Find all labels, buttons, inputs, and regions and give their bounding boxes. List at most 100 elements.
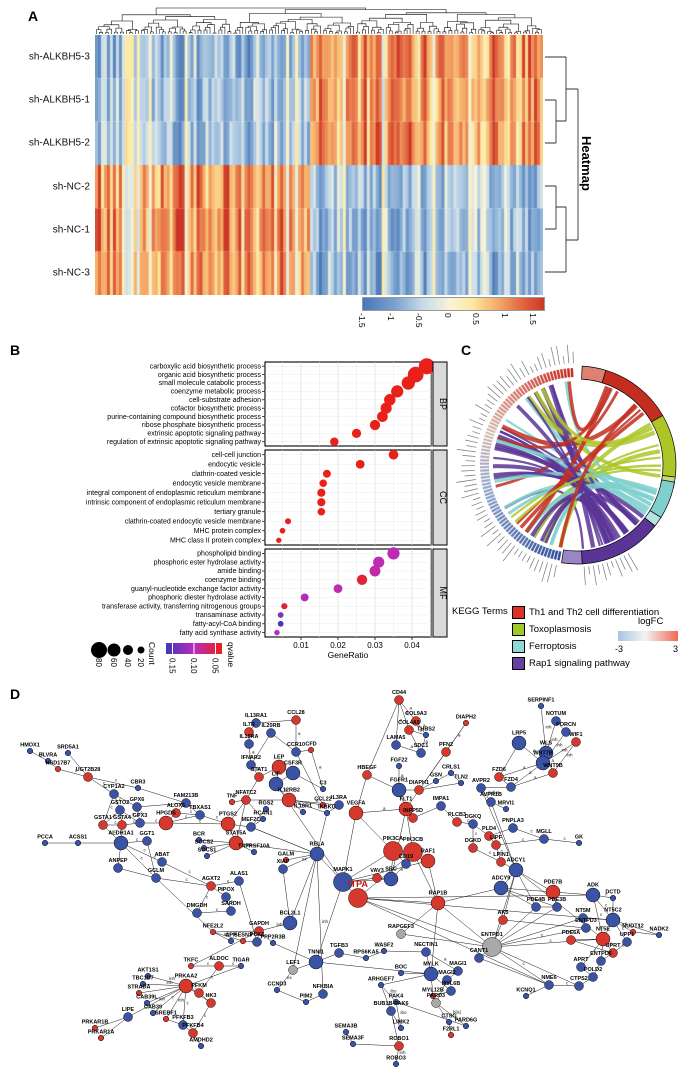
gene-node [54,765,62,773]
go-term-label: endocytic vesicle [208,461,261,468]
gene-label: CD19 [399,854,413,860]
go-term-label: phospholipid binding [197,551,261,558]
gene-node [474,953,484,963]
gene-node [502,805,510,813]
gene-label: PIK3CB [403,837,423,843]
gene-label: PARD6G [455,1018,478,1024]
gene-node [237,962,245,970]
edge-type-label: c [141,856,144,861]
gene-label: NOTUM [546,711,567,717]
gene-label: GPX3 [133,813,148,819]
gene-node [561,727,571,737]
gene-label: LAMA5 [387,735,406,741]
gene-label: PIK3CA [383,836,403,842]
heatmap-row-label: sh-ALKBH5-2 [28,137,90,149]
gene-label: SESN3 [234,933,252,939]
gene-label: GSTO2 [111,800,130,806]
go-dot [391,385,404,398]
panel-c-label: C [461,342,472,358]
gene-label: GGT1 [140,831,155,837]
gene-node [498,915,508,925]
heatmap-row-label: sh-NC-3 [52,267,90,279]
gene-node [457,779,465,787]
gene-label: GSTA4 [113,815,132,821]
chord-gene-labels [456,344,639,586]
kegg-term-label: Ferroptosis [529,641,577,652]
edge-type-label: c [221,887,224,892]
edge-type-label: c [232,961,235,966]
edge-type-label: c [467,818,470,823]
gene-label: CAB39 [144,1005,162,1011]
gene-node [149,1009,157,1017]
gene-label: WNT7B [533,751,553,757]
edge-type-label: a [257,766,260,771]
edge-type-label: c [489,850,492,855]
gene-node [432,777,440,785]
gene-node [391,782,407,798]
edge-type-label: c [172,995,175,1000]
gene-label: SOCS2 [195,840,214,846]
gene-label: BUB1B-PAK6 [373,1001,408,1007]
edge-type-label: a [458,733,461,738]
gene-node [307,746,315,754]
edge-type-label: a [410,706,413,711]
x-axis-title: GeneRatio [328,650,369,660]
go-term-label: amide binding [217,568,261,575]
gene-label: ROBO1 [389,1036,409,1042]
gene-node [595,931,611,947]
gene-label: NECTIN1 [414,942,438,948]
edge-type-label: c [541,933,544,938]
gene-label: AVPR2 [472,778,490,784]
gene-label: ALDH1A1 [108,831,133,837]
gene-node [506,782,516,792]
gene-node [241,795,251,805]
gene-node [581,923,591,933]
gene-label: IL7R [243,722,255,728]
gene-node [26,747,34,755]
kegg-color-swatch [512,640,525,653]
edge-type-label: a [252,750,255,755]
colorbar-tick-label: -1.5 [357,313,367,328]
go-dot [369,565,381,577]
gene-node [194,988,204,998]
gene-node [323,809,331,817]
logfc-min: -3 [615,644,624,654]
gene-node [113,863,123,873]
gene-label: UPRT [606,943,622,949]
gene-label: HSD17B7 [46,761,71,767]
go-term-label: coenzyme binding [205,577,262,584]
edge-type-label: c [41,751,44,756]
gene-node [123,1012,133,1022]
gene-label: STAT1 [251,767,268,773]
gene-label: APP [225,933,237,939]
gene-label: LRP5 [512,731,526,737]
edge-type-label: a [534,775,537,780]
edge-type-label: c [136,837,139,842]
gene-node [251,718,261,728]
gene-node [403,842,423,862]
heatmap-colorbar [362,297,545,311]
gene-node [144,972,152,980]
kegg-legend-row: Toxoplasmosis [512,623,591,636]
edge-type-label: c [204,1013,207,1018]
edge-type-label: c [187,1001,190,1006]
go-term-label: phosphoric ester hydrolase activity [154,559,262,566]
panel-b-label: B [10,342,21,358]
gene-node [91,1024,99,1032]
gene-node [220,816,236,832]
go-term-label: carboxylic acid biosynthetic process [150,363,262,370]
edge-type-label: a [533,748,536,753]
gene-label: SARDH [221,901,241,907]
gene-node [214,961,224,971]
gene-label: ACSS1 [69,835,87,841]
gene-label: APRT [574,957,590,963]
edge-type-label: c [501,849,504,854]
gene-node [585,887,601,903]
gene-label: GSTA1 [94,815,112,821]
edge-type-label: c [605,903,608,908]
gene-node [420,853,436,869]
gene-label: RAPGEF3 [388,924,414,930]
gene-node [522,992,530,1000]
gene-node [268,776,284,792]
heatmap-title: Heatmap [579,136,594,191]
